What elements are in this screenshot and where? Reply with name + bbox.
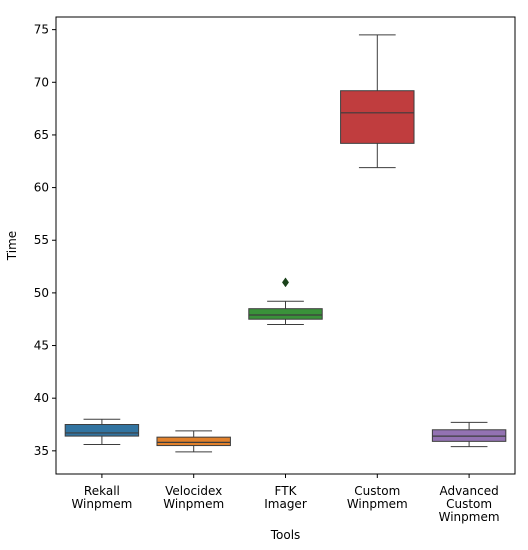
box-group xyxy=(248,277,323,325)
box-group xyxy=(156,430,231,453)
x-tick-label: Winpmem xyxy=(439,510,500,524)
x-tick-label: FTK xyxy=(275,484,298,498)
box-group xyxy=(431,421,507,448)
y-tick-label: 70 xyxy=(34,75,49,89)
box-group xyxy=(64,418,140,446)
y-tick-label: 40 xyxy=(34,391,49,405)
y-tick-label: 75 xyxy=(34,23,49,37)
y-tick-label: 35 xyxy=(34,444,49,458)
x-tick-label: Winpmem xyxy=(163,497,224,511)
iqr-box xyxy=(64,424,140,437)
x-tick-label: Rekall xyxy=(84,484,120,498)
y-tick-label: 50 xyxy=(34,286,49,300)
x-axis-label: Tools xyxy=(270,528,301,542)
x-axis: RekallWinpmemVelocidexWinpmemFTKImagerCu… xyxy=(71,474,500,524)
x-tick-label: Imager xyxy=(264,497,307,511)
x-tick-label: Custom xyxy=(446,497,492,511)
plot-frame xyxy=(55,16,516,475)
iqr-box xyxy=(340,90,415,144)
x-tick-label: Winpmem xyxy=(71,497,132,511)
box-group xyxy=(340,34,415,169)
y-tick-label: 65 xyxy=(34,128,49,142)
iqr-box xyxy=(248,308,323,320)
y-tick-label: 45 xyxy=(34,339,49,353)
x-tick-label: Velocidex xyxy=(165,484,222,498)
y-axis: 35 40 45 50 55 60 65 70 75 xyxy=(34,23,56,458)
y-axis-label: Time xyxy=(5,231,19,261)
y-tick-label: 55 xyxy=(34,233,49,247)
iqr-box xyxy=(156,436,231,447)
x-tick-label: Advanced xyxy=(439,484,498,498)
x-tick-label: Winpmem xyxy=(347,497,408,511)
outlier-point xyxy=(281,277,290,288)
x-tick-label: Custom xyxy=(354,484,400,498)
y-tick-label: 60 xyxy=(34,181,49,195)
box-series xyxy=(64,34,507,453)
